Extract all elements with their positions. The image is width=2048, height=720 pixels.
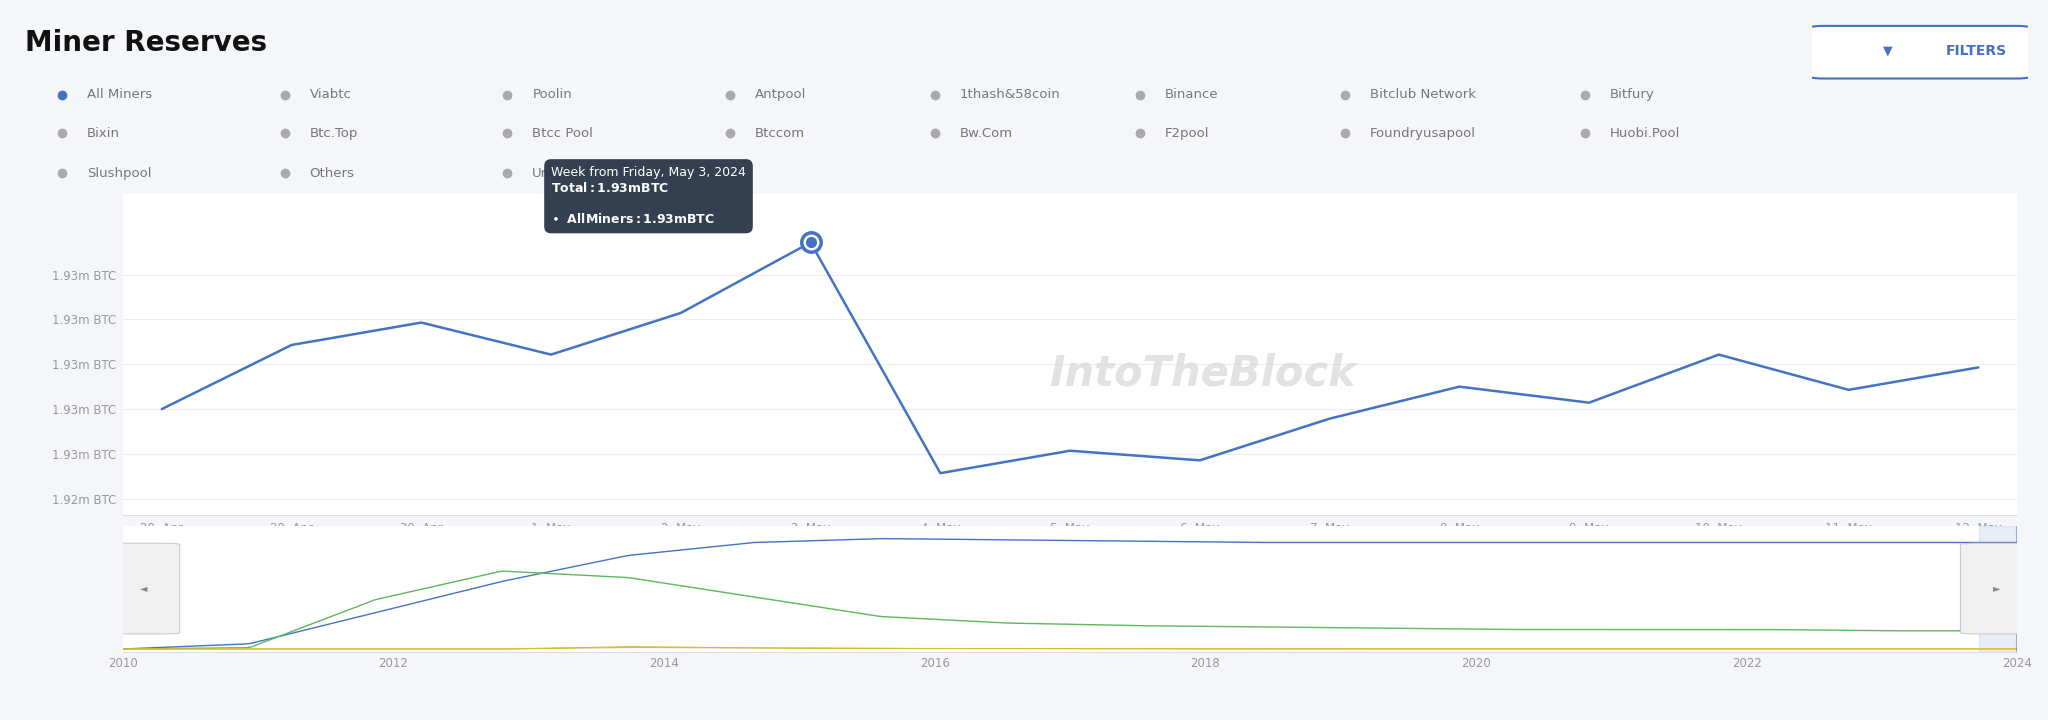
FancyBboxPatch shape xyxy=(1960,543,2032,634)
Text: Miner Reserves: Miner Reserves xyxy=(25,30,266,57)
Text: Bitfury: Bitfury xyxy=(1610,89,1655,102)
Text: Btccom: Btccom xyxy=(756,127,805,140)
Text: Antpool: Antpool xyxy=(756,89,807,102)
Text: Binance: Binance xyxy=(1165,89,1219,102)
Text: ◄: ◄ xyxy=(139,584,147,593)
Text: Viabtc: Viabtc xyxy=(309,89,352,102)
Text: F2pool: F2pool xyxy=(1165,127,1208,140)
Text: 1thash&58coin: 1thash&58coin xyxy=(961,89,1061,102)
Text: Bixin: Bixin xyxy=(86,127,121,140)
FancyBboxPatch shape xyxy=(109,543,180,634)
Text: Others: Others xyxy=(309,166,354,180)
Text: Foundryusapool: Foundryusapool xyxy=(1370,127,1477,140)
Text: Btcc Pool: Btcc Pool xyxy=(532,127,594,140)
Text: Bitclub Network: Bitclub Network xyxy=(1370,89,1477,102)
FancyBboxPatch shape xyxy=(1806,26,2034,78)
Text: IntoTheBlock: IntoTheBlock xyxy=(1049,353,1356,395)
Text: Poolin: Poolin xyxy=(532,89,571,102)
Text: Week from Friday, May 3, 2024
$\bf{Total: 1.93m BTC}$

$\bullet$  $\bf{All Miner: Week from Friday, May 3, 2024 $\bf{Total… xyxy=(551,166,807,243)
Bar xyxy=(1978,526,2017,652)
Text: All Miners: All Miners xyxy=(86,89,152,102)
Text: Unknown: Unknown xyxy=(532,166,594,180)
Text: Slushpool: Slushpool xyxy=(86,166,152,180)
Text: ▼: ▼ xyxy=(1882,45,1892,58)
Text: FILTERS: FILTERS xyxy=(1946,44,2007,58)
Text: Btc.Top: Btc.Top xyxy=(309,127,358,140)
Text: Huobi.Pool: Huobi.Pool xyxy=(1610,127,1681,140)
Text: ►: ► xyxy=(1993,584,2001,593)
Text: Bw.Com: Bw.Com xyxy=(961,127,1014,140)
